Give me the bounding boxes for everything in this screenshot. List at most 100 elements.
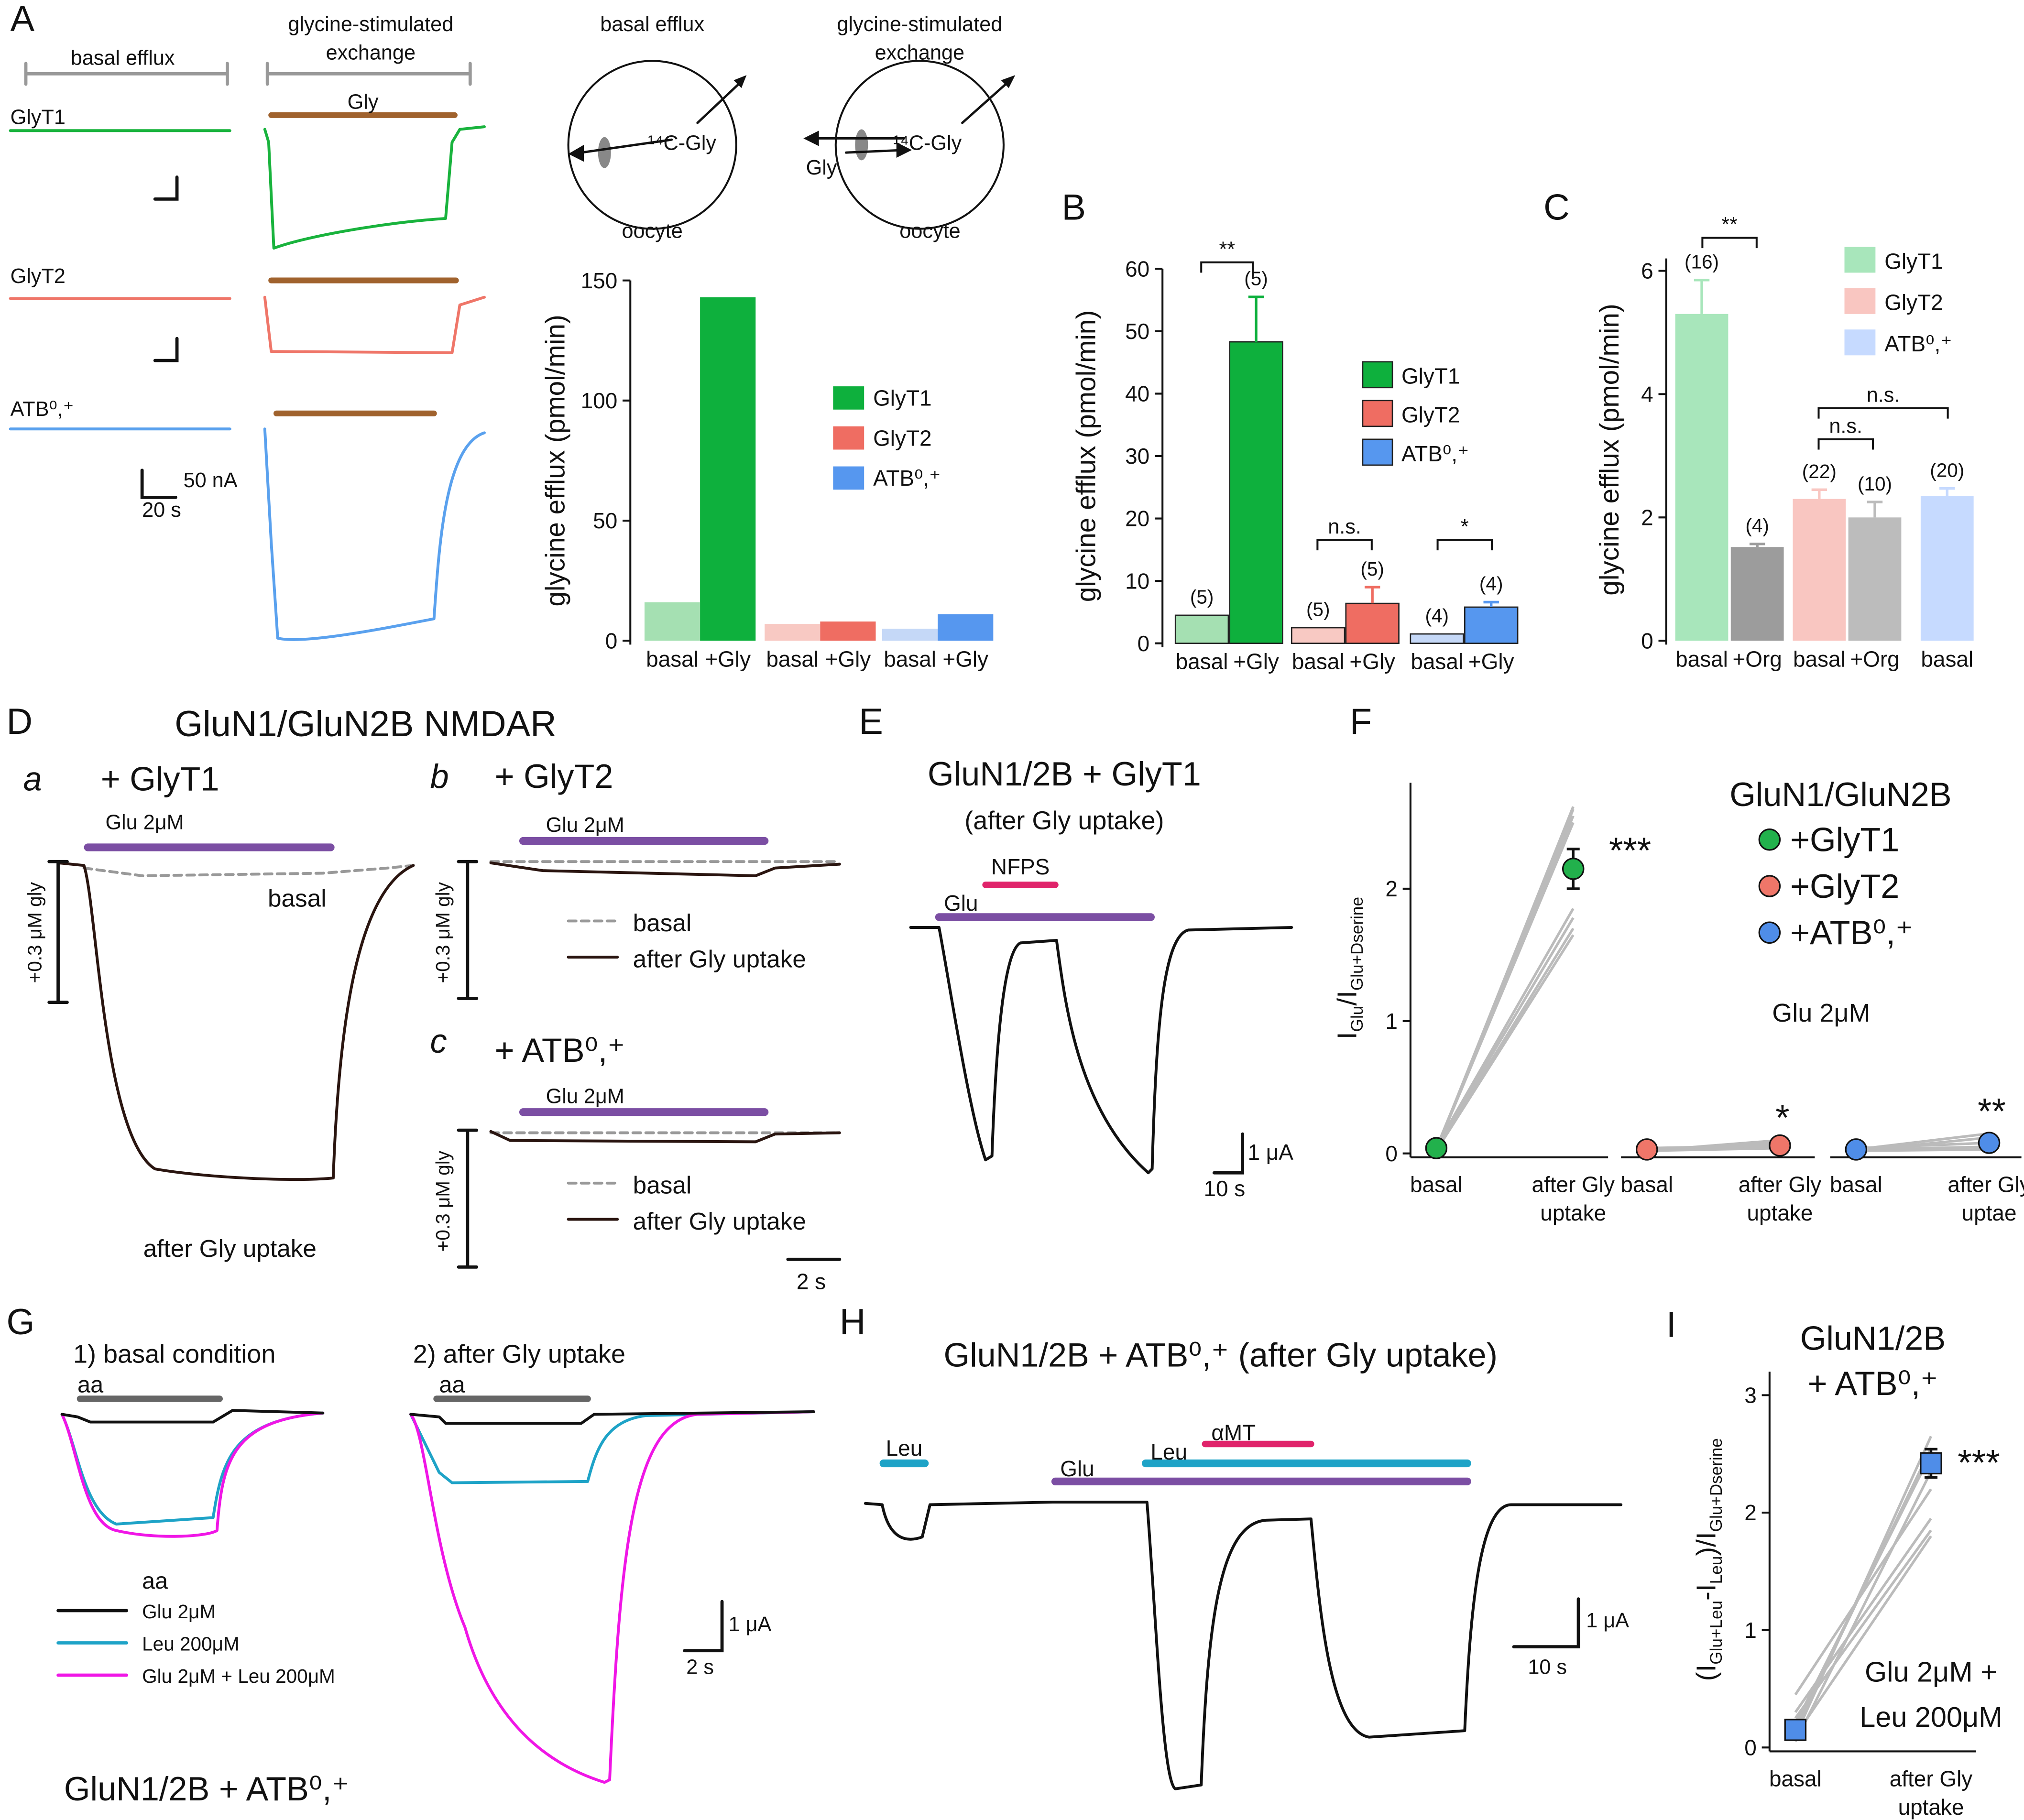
- x-tick-label: basal: [1620, 1172, 1673, 1197]
- transporter: [598, 137, 611, 168]
- trace: [60, 1410, 815, 1526]
- x-tick-label: +Gly: [825, 646, 871, 671]
- label: GluN1/2B + ATB⁰,⁺: [64, 1770, 350, 1808]
- label: exchange: [875, 42, 964, 65]
- label: Glu 2μM: [105, 811, 184, 834]
- y-tick-label: 40: [1125, 381, 1149, 406]
- sig-bracket: [1817, 438, 1874, 450]
- y-axis-label-part: Glu+Dserine: [1707, 1438, 1726, 1532]
- y-axis-label: glycine efflux (pmol/min): [540, 315, 570, 606]
- label: D: [7, 702, 33, 742]
- legend-label: GlyT2: [873, 425, 931, 450]
- label: Leu: [1150, 1439, 1187, 1464]
- legend-label: ATB⁰,⁺: [1401, 441, 1469, 466]
- stars: ***: [1958, 1443, 2000, 1483]
- y-axis-label-part: Leu: [1707, 1556, 1726, 1584]
- label: Glu 2μM: [142, 1601, 216, 1623]
- y-tick-label: 0: [1641, 628, 1653, 653]
- bar: [882, 629, 938, 641]
- x-tick-label: +Gly: [942, 646, 988, 671]
- sig-bracket: [1200, 261, 1254, 273]
- bar: [1920, 496, 1974, 641]
- legend-swatch: [1362, 400, 1393, 427]
- error-bar: [1694, 279, 1710, 314]
- trace: [9, 125, 486, 250]
- individual-line: [1856, 1145, 1990, 1151]
- trace: [82, 864, 415, 877]
- bar: [1174, 614, 1229, 644]
- n-label: (10): [1858, 473, 1892, 495]
- sig-bracket: [1436, 539, 1493, 551]
- label: GluN1/2B + GlyT1: [928, 755, 1201, 793]
- x-tick-label: after Gly: [1947, 1172, 2024, 1197]
- x-tick-label: uptake: [1898, 1795, 1964, 1820]
- trace: [864, 1501, 1623, 1790]
- y-axis-label: glycine efflux (pmol/min): [1595, 304, 1625, 595]
- trace: [489, 861, 841, 1144]
- transporter: [855, 129, 868, 161]
- n-label: (5): [1244, 268, 1268, 290]
- label: oocyte: [622, 219, 683, 242]
- point: [1784, 1719, 1807, 1741]
- bar: [765, 624, 821, 641]
- y-axis-label-part: I: [1332, 1032, 1362, 1039]
- sig-bracket: [1817, 407, 1949, 419]
- y-axis-label-part: )/I: [1691, 1532, 1721, 1556]
- label: + ATB⁰,⁺: [495, 1031, 625, 1069]
- label: basal: [268, 885, 327, 912]
- y-axis-label-part: Glu+Dserine: [1348, 897, 1367, 991]
- label: 1 μA: [1247, 1140, 1293, 1165]
- label: glycine-stimulated: [837, 13, 1002, 36]
- label: 10 s: [1203, 1176, 1245, 1201]
- sig-label: **: [1721, 213, 1738, 236]
- stars: *: [1775, 1098, 1789, 1138]
- sig-label: n.s.: [1829, 414, 1862, 437]
- y-axis-label-part: -I: [1691, 1584, 1721, 1601]
- chart-title: + ATB⁰,⁺: [1808, 1364, 1938, 1402]
- y-axis-label-part: Glu: [1348, 1006, 1367, 1032]
- label: +0.3 μM gly: [23, 882, 45, 983]
- label: aa: [142, 1568, 168, 1594]
- oocyte: [567, 60, 737, 230]
- label: a: [23, 760, 42, 798]
- legend-swatch: [1844, 288, 1876, 314]
- label: GlyT1: [11, 106, 66, 129]
- label: glycine-stimulated: [288, 13, 453, 36]
- label: Gly: [348, 90, 379, 113]
- individual-line: [1794, 1517, 1932, 1713]
- n-label: (20): [1930, 459, 1964, 481]
- individual-line: [1794, 1529, 1932, 1719]
- y-tick-label: 2: [1641, 505, 1653, 530]
- individual-line: [1794, 1488, 1932, 1696]
- individual-line: [1647, 1145, 1780, 1151]
- label: basal efflux: [71, 46, 175, 69]
- point: [1425, 1137, 1448, 1159]
- y-tick-label: 60: [1125, 256, 1149, 281]
- individual-line: [1794, 1471, 1932, 1743]
- y-axis-label-part: Glu+Leu: [1707, 1601, 1726, 1665]
- n-label: (4): [1425, 605, 1449, 627]
- bar: [1675, 314, 1729, 641]
- oocyte: [834, 60, 1005, 230]
- label: 20 s: [142, 499, 181, 522]
- y-tick-label: 2: [1385, 876, 1398, 901]
- label: oocyte: [899, 219, 960, 242]
- label: c: [430, 1022, 447, 1060]
- individual-line: [1856, 1141, 1990, 1150]
- y-tick-label: 0: [1138, 631, 1150, 656]
- trace: [909, 926, 1293, 1175]
- label: GlyT2: [11, 265, 66, 288]
- label: Glu 2μM: [546, 1085, 624, 1108]
- label: basal efflux: [600, 13, 704, 36]
- label: I: [1666, 1305, 1676, 1345]
- legend-label: +GlyT1: [1790, 821, 1899, 859]
- label: GluN1/GluN2B NMDAR: [175, 704, 556, 744]
- label: E: [859, 702, 883, 742]
- x-tick-label: +Gly: [705, 646, 751, 671]
- scale-bar: [1212, 1132, 1245, 1175]
- bar: [1848, 517, 1902, 641]
- x-tick-label: basal: [1769, 1766, 1822, 1791]
- label: basal: [633, 1171, 692, 1199]
- legend-label: +GlyT2: [1790, 867, 1899, 905]
